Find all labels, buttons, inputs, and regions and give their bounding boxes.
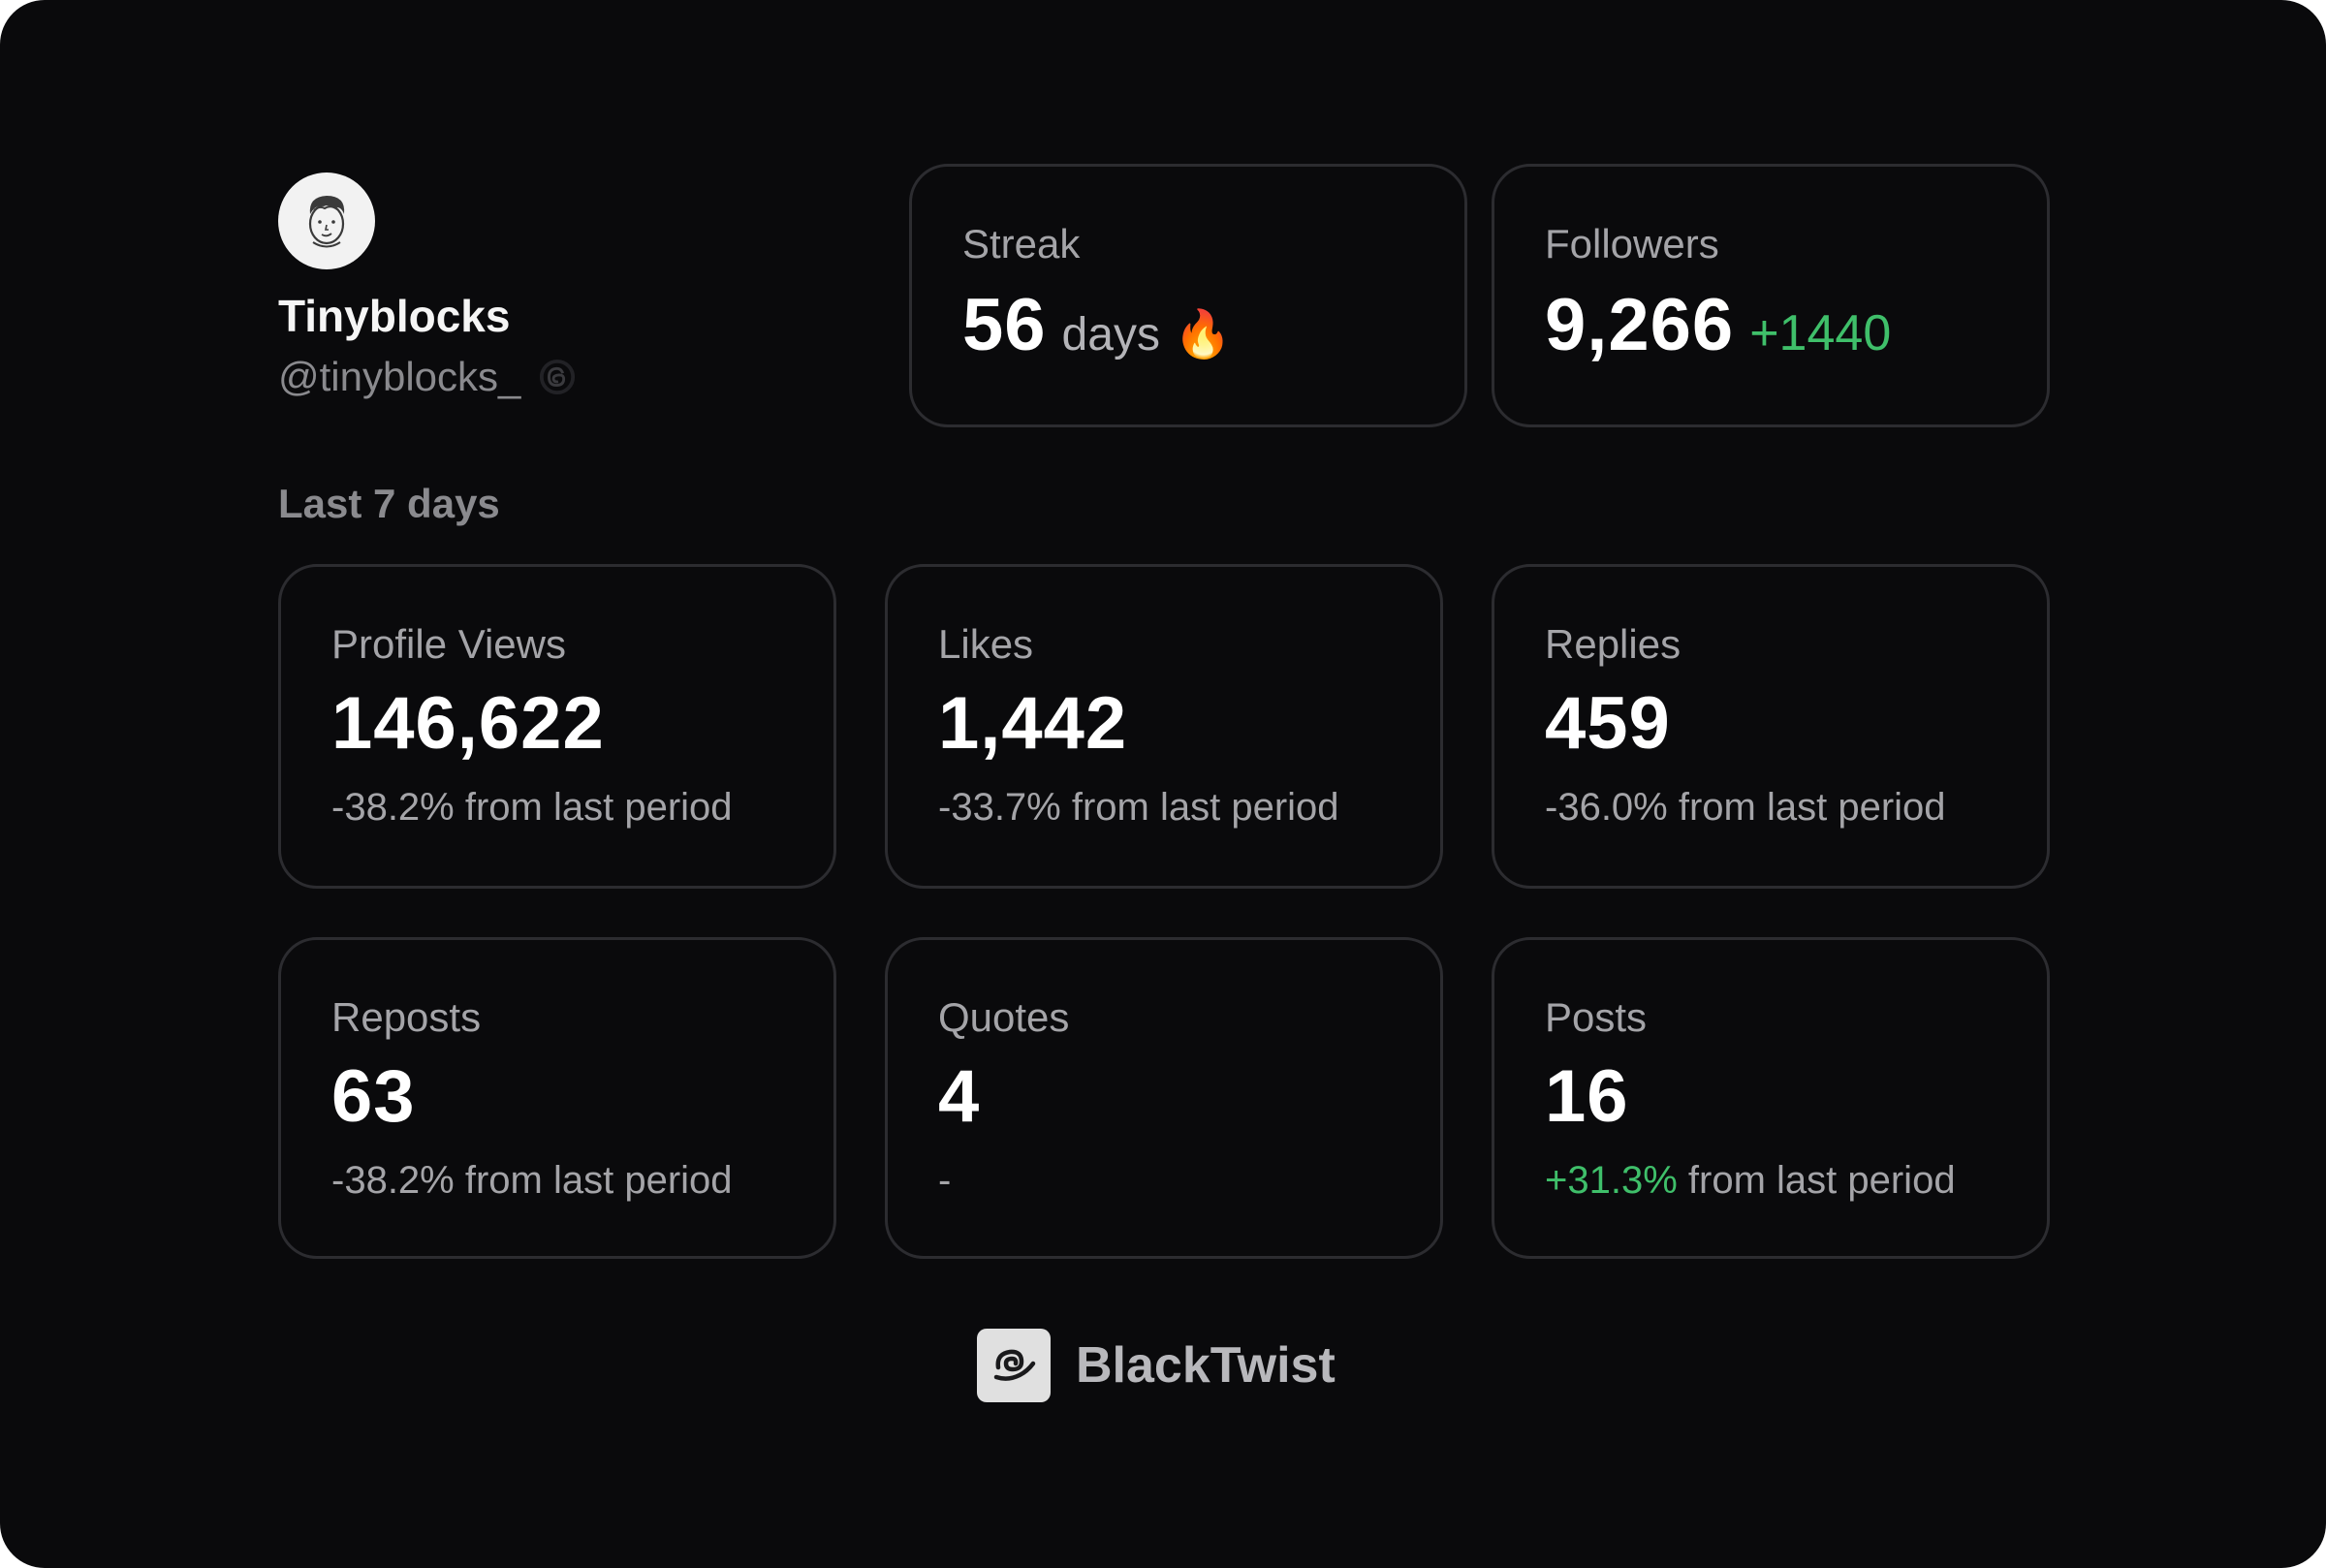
streak-unit: days [1061, 309, 1160, 361]
profile-name: Tinyblocks [278, 291, 511, 341]
stat-card-quotes: Quotes 4 - [885, 937, 1443, 1259]
stat-value: 63 [331, 1055, 416, 1138]
stat-change: -38.2% from last period [331, 1159, 733, 1203]
stat-change-percent: -38.2% [331, 786, 455, 829]
stat-change-percent: -38.2% [331, 1159, 455, 1202]
stat-label: Replies [1545, 621, 1682, 667]
followers-value: 9,266 [1545, 284, 1735, 366]
stat-change: - [938, 1159, 951, 1203]
brand-footer[interactable]: BlackTwist [977, 1329, 1336, 1402]
stat-change: +31.3% from last period [1545, 1159, 1956, 1203]
stat-card-profile-views: Profile Views 146,622 -38.2% from last p… [278, 564, 836, 889]
stat-label: Reposts [331, 994, 482, 1040]
section-title: Last 7 days [278, 481, 500, 526]
streak-value-row: 56 days 🔥 [962, 283, 1232, 367]
stat-card-posts: Posts 16 +31.3% from last period [1492, 937, 2050, 1259]
stat-label: Posts [1545, 994, 1648, 1040]
stat-value: 4 [938, 1055, 981, 1138]
followers-delta: +1440 [1749, 305, 1892, 361]
stat-change-percent: - [938, 1159, 952, 1202]
streak-card: Streak 56 days 🔥 [909, 164, 1467, 427]
stat-change: -38.2% from last period [331, 786, 733, 830]
followers-card: Followers 9,266 +1440 [1492, 164, 2050, 427]
followers-value-row: 9,266 +1440 [1545, 283, 1891, 367]
stat-label: Profile Views [331, 621, 566, 667]
stat-value: 16 [1545, 1055, 1629, 1138]
stat-value: 146,622 [331, 682, 605, 765]
stat-change-percent: -36.0% [1545, 786, 1668, 829]
stat-value: 459 [1545, 682, 1671, 765]
handle-row: @tinyblocks_ [278, 354, 860, 400]
stat-card-reposts: Reposts 63 -38.2% from last period [278, 937, 836, 1259]
stat-change-percent: -33.7% [938, 786, 1061, 829]
avatar[interactable] [278, 172, 375, 269]
followers-label: Followers [1545, 221, 1719, 267]
streak-label: Streak [962, 221, 1081, 267]
stat-change-suffix: from last period [454, 1159, 733, 1202]
avatar-face-icon [308, 196, 345, 248]
stat-change-suffix: from last period [1060, 786, 1339, 829]
profile-handle[interactable]: @tinyblocks_ [278, 353, 521, 399]
streak-value: 56 [962, 284, 1047, 366]
stat-change-suffix: from last period [1667, 786, 1946, 829]
stat-card-likes: Likes 1,442 -33.7% from last period [885, 564, 1443, 889]
brand-name: BlackTwist [1076, 1337, 1336, 1394]
stat-change-percent: +31.3% [1545, 1159, 1678, 1202]
profile-header: Tinyblocks @tinyblocks_ [278, 172, 860, 400]
stat-change-suffix: from last period [1677, 1159, 1956, 1202]
blacktwist-logo-icon [977, 1329, 1051, 1402]
stat-value: 1,442 [938, 682, 1128, 765]
stat-label: Quotes [938, 994, 1070, 1040]
stat-card-replies: Replies 459 -36.0% from last period [1492, 564, 2050, 889]
stat-label: Likes [938, 621, 1034, 667]
stat-change: -33.7% from last period [938, 786, 1339, 830]
stat-change-suffix: from last period [454, 786, 733, 829]
threads-icon[interactable] [538, 358, 577, 396]
fire-icon: 🔥 [1173, 309, 1232, 361]
stat-change: -36.0% from last period [1545, 786, 1946, 830]
